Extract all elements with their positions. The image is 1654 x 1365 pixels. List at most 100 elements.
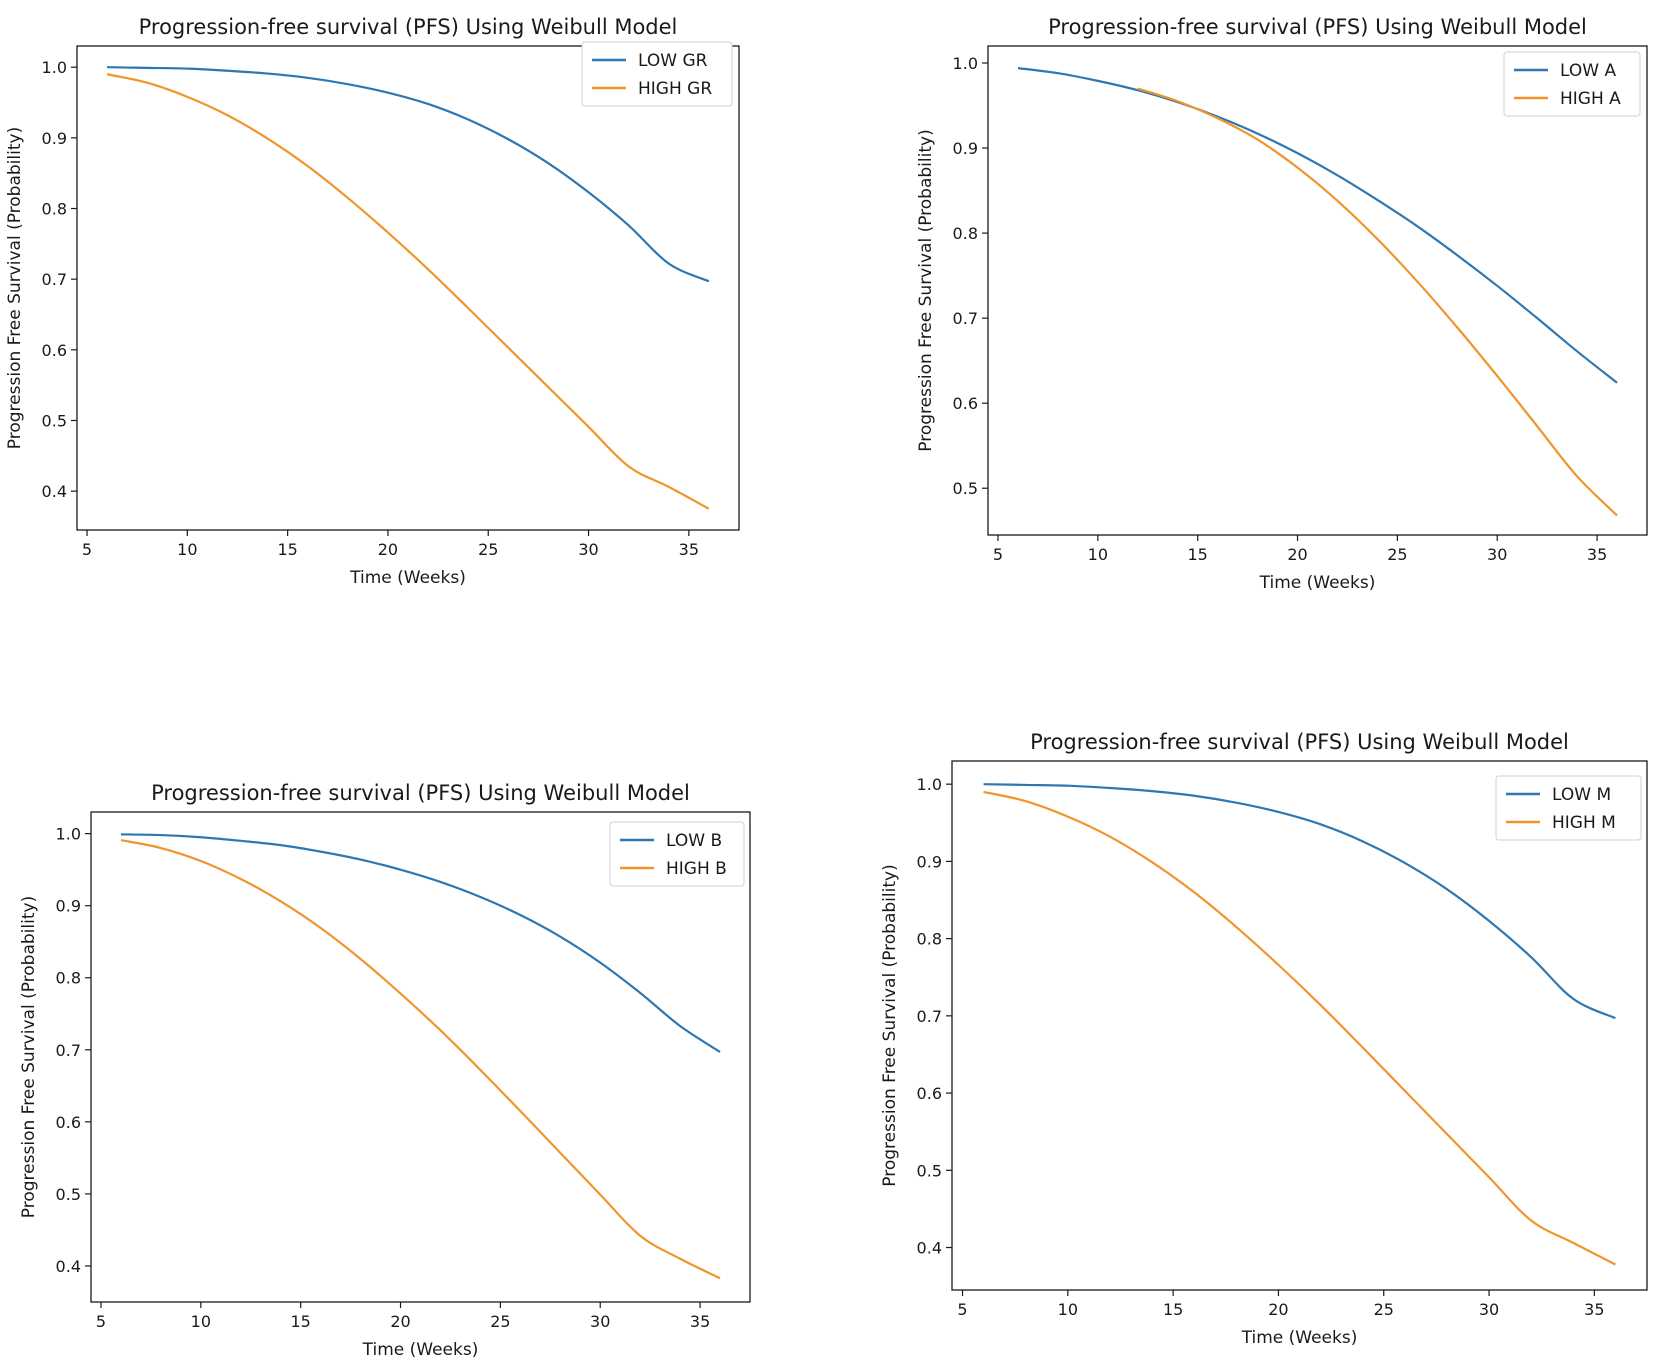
x-tick-label: 15 — [277, 540, 297, 559]
y-tick-label: 0.6 — [917, 1084, 942, 1103]
x-tick-label: 5 — [957, 1300, 967, 1319]
y-tick-label: 0.7 — [953, 309, 978, 328]
x-tick-label: 15 — [1163, 1300, 1183, 1319]
chart-gr: Progression-free survival (PFS) Using We… — [5, 15, 740, 588]
y-tick-label: 0.9 — [56, 897, 81, 916]
axis-ticks: 5 10 15 20 25 30 35 0.4 0.5 0.6 0.7 0.8 0.9 1.0 — [56, 825, 711, 1331]
chart-title: Progression-free survival (PFS) Using We… — [151, 781, 690, 805]
legend-label: LOW A — [1560, 61, 1616, 81]
y-tick-label: 0.4 — [42, 482, 67, 501]
legend-label: HIGH GR — [638, 79, 712, 99]
x-tick-label: 20 — [378, 540, 398, 559]
y-tick-label: 0.4 — [56, 1257, 81, 1276]
y-tick-label: 0.7 — [56, 1041, 81, 1060]
y-tick-label: 0.7 — [42, 270, 67, 289]
y-axis-label: Progression Free Survival (Probability) — [5, 127, 25, 449]
x-axis-label: Time (Weeks) — [362, 1340, 479, 1360]
legend-box — [581, 41, 733, 107]
plot-area — [987, 45, 1648, 536]
axis-ticks: 5 10 15 20 25 30 35 0.4 0.5 0.6 0.7 0.8 0.9 1.0 — [42, 58, 699, 559]
x-tick-label: 25 — [1387, 545, 1407, 564]
legend-label: HIGH A — [1560, 89, 1621, 109]
x-tick-label: 10 — [1088, 545, 1108, 564]
legend-box — [1495, 775, 1642, 841]
x-tick-label: 10 — [191, 1312, 211, 1331]
plot-area — [90, 811, 751, 1303]
y-tick-label: 0.5 — [917, 1161, 942, 1180]
x-tick-label: 35 — [1584, 1300, 1604, 1319]
x-tick-label: 25 — [1374, 1300, 1394, 1319]
y-tick-label: 0.8 — [953, 224, 978, 243]
y-tick-label: 1.0 — [953, 54, 978, 73]
y-tick-label: 0.6 — [42, 341, 67, 360]
y-tick-label: 0.5 — [56, 1185, 81, 1204]
x-tick-label: 20 — [1268, 1300, 1288, 1319]
chart-a: Progression-free survival (PFS) Using We… — [916, 15, 1648, 593]
series-line-high-m — [983, 790, 1616, 1266]
legend-label: HIGH B — [666, 859, 727, 879]
y-tick-label: 1.0 — [56, 825, 81, 844]
x-tick-label: 30 — [1487, 545, 1507, 564]
series-line-low-m — [983, 783, 1616, 1020]
y-tick-label: 0.8 — [917, 930, 942, 949]
series-line-low-a — [1017, 67, 1618, 384]
x-tick-label: 30 — [578, 540, 598, 559]
x-tick-label: 35 — [679, 540, 699, 559]
y-tick-label: 1.0 — [42, 58, 67, 77]
series-lines — [983, 783, 1616, 1266]
y-axis-label: Progression Free Survival (Probability) — [19, 896, 39, 1218]
chart-b: Progression-free survival (PFS) Using We… — [19, 781, 751, 1360]
legend-box — [609, 821, 745, 887]
series-line-high-a — [1137, 87, 1618, 517]
legend-label: HIGH M — [1552, 813, 1616, 833]
series-line-low-b — [120, 833, 721, 1053]
y-tick-label: 0.9 — [953, 139, 978, 158]
legend-label: LOW GR — [638, 51, 708, 71]
x-tick-label: 25 — [478, 540, 498, 559]
chart-title: Progression-free survival (PFS) Using We… — [1048, 15, 1587, 39]
legend: LOW GR HIGH GR — [581, 41, 733, 107]
series-line-high-gr — [106, 73, 710, 510]
y-tick-label: 0.9 — [917, 852, 942, 871]
x-tick-label: 35 — [1587, 545, 1607, 564]
x-axis-label: Time (Weeks) — [349, 568, 466, 588]
y-tick-label: 0.5 — [42, 411, 67, 430]
y-tick-label: 0.9 — [42, 129, 67, 148]
x-tick-label: 20 — [1287, 545, 1307, 564]
y-axis-label: Progression Free Survival (Probability) — [880, 864, 900, 1186]
plot-area — [76, 45, 740, 531]
y-tick-label: 0.7 — [917, 1007, 942, 1026]
axis-ticks: 5 10 15 20 25 30 35 0.4 0.5 0.6 0.7 0.8 0.9 1.0 — [917, 775, 1605, 1319]
y-tick-label: 0.6 — [953, 394, 978, 413]
series-line-low-gr — [107, 66, 710, 283]
x-tick-label: 10 — [177, 540, 197, 559]
legend-box — [1503, 51, 1641, 117]
x-tick-label: 5 — [82, 540, 92, 559]
legend: LOW B HIGH B — [609, 821, 745, 887]
x-tick-label: 30 — [590, 1312, 610, 1331]
series-lines — [1017, 67, 1618, 517]
x-tick-label: 35 — [690, 1312, 710, 1331]
y-tick-label: 0.4 — [917, 1239, 942, 1258]
x-tick-label: 20 — [390, 1312, 410, 1331]
chart-title: Progression-free survival (PFS) Using We… — [1030, 730, 1569, 754]
y-axis-label: Progression Free Survival (Probability) — [916, 129, 936, 451]
legend-label: LOW B — [666, 831, 722, 851]
chart-m: Progression-free survival (PFS) Using We… — [880, 730, 1648, 1348]
y-tick-label: 0.8 — [42, 200, 67, 219]
series-line-high-b — [120, 839, 721, 1280]
y-tick-label: 0.6 — [56, 1113, 81, 1132]
y-tick-label: 1.0 — [917, 775, 942, 794]
x-axis-label: Time (Weeks) — [1259, 573, 1376, 593]
legend-label: LOW M — [1552, 785, 1611, 805]
chart-title: Progression-free survival (PFS) Using We… — [139, 15, 678, 39]
axis-ticks: 5 10 15 20 25 30 35 0.5 0.6 0.7 0.8 0.9 1.0 — [953, 54, 1608, 564]
legend: LOW A HIGH A — [1503, 51, 1641, 117]
plot-area — [951, 760, 1648, 1291]
x-tick-label: 25 — [490, 1312, 510, 1331]
y-tick-label: 0.8 — [56, 969, 81, 988]
x-tick-label: 5 — [993, 545, 1003, 564]
series-lines — [120, 833, 721, 1280]
legend: LOW M HIGH M — [1495, 775, 1642, 841]
